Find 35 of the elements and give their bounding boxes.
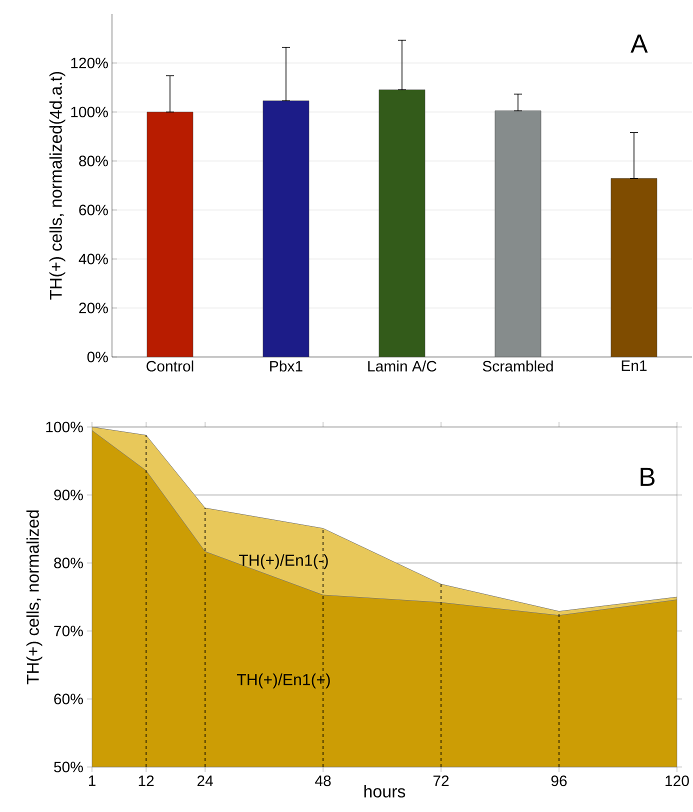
annotation: B bbox=[640, 468, 655, 486]
x-tick-label: 12 bbox=[138, 776, 154, 786]
x-axis-title: hours bbox=[364, 785, 406, 798]
x-tick-label: 48 bbox=[315, 776, 331, 786]
y-tick-label: 100% bbox=[46, 422, 83, 432]
x-tick-label: Scrambled bbox=[482, 360, 553, 372]
x-tick-label: 96 bbox=[551, 776, 567, 786]
x-tick-label: Control bbox=[146, 360, 194, 372]
annotation: A bbox=[630, 34, 648, 53]
x-tick-label: 24 bbox=[197, 776, 213, 786]
y-tick-label: 80% bbox=[54, 558, 83, 568]
y-tick-label: 100% bbox=[71, 106, 108, 118]
y-tick-label: 60% bbox=[79, 204, 108, 216]
y-tick-label: 120% bbox=[71, 58, 108, 68]
y-tick-label: 0% bbox=[87, 352, 108, 362]
series-label: TH(+)/En1(-) bbox=[238, 554, 328, 570]
y-axis-title: TH(+) cells, normalized(4d.a.t) bbox=[49, 72, 66, 300]
bar bbox=[146, 112, 194, 357]
x-tick-label: 120 bbox=[666, 776, 689, 786]
series-label: TH(+)/En1(+) bbox=[236, 674, 330, 688]
y-tick-label: 90% bbox=[54, 490, 83, 500]
bar bbox=[378, 90, 426, 357]
x-tick-label: 72 bbox=[433, 776, 449, 786]
x-tick-label: Pbx1 bbox=[270, 360, 302, 372]
y-tick-label: 50% bbox=[54, 762, 83, 772]
y-tick-label: 60% bbox=[54, 694, 83, 704]
y-tick-label: 20% bbox=[79, 302, 108, 314]
y-axis-title: TH(+) cells, normalized bbox=[26, 510, 42, 684]
bar bbox=[610, 178, 658, 357]
y-tick-label: 40% bbox=[78, 254, 108, 264]
y-tick-label: 80% bbox=[79, 156, 108, 166]
y-tick-label: 70% bbox=[54, 626, 83, 636]
x-tick-label: 1 bbox=[88, 776, 96, 786]
x-tick-label: En1 bbox=[622, 360, 647, 371]
x-tick-label: Lamin A/C bbox=[368, 360, 436, 372]
